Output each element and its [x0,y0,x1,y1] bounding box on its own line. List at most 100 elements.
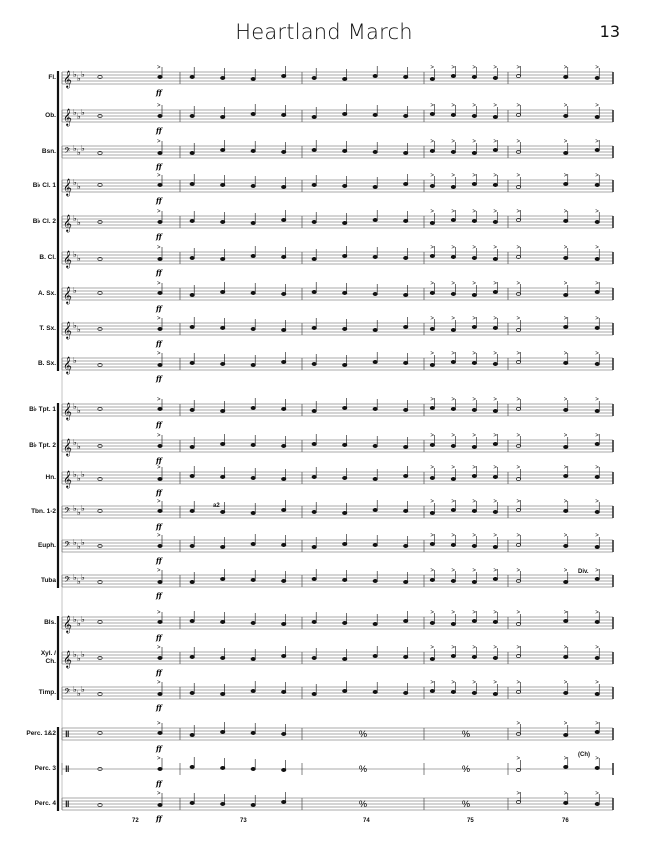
note-head [372,185,378,189]
flat-icon: ♭ [73,214,77,223]
accent-mark: > [493,465,497,471]
accent-mark: > [157,316,161,322]
note-head [281,150,287,154]
note-head [189,182,195,186]
accent-mark: > [430,281,434,287]
note-head [342,77,348,81]
note-head [403,182,409,186]
accent-mark: > [595,791,599,797]
accent-mark: > [472,281,476,287]
note-head [563,445,569,449]
note-head [594,766,600,770]
flat-icon: ♭ [73,70,77,79]
note-head [97,580,103,584]
note-head [311,545,317,549]
note-head [281,255,287,259]
flat-icon: ♭ [73,286,77,295]
accent-mark: > [451,397,455,403]
note-head [220,115,226,119]
accent-mark: > [472,465,476,471]
note-head [563,619,569,623]
note-head [429,363,435,367]
note-head [157,183,163,187]
accent-mark: > [595,680,599,686]
note-head [403,655,409,659]
measure-repeat-icon: % [462,764,470,774]
note-head [492,409,498,413]
note-head [471,655,477,659]
note-head [281,218,287,222]
note-head [250,327,256,331]
note-head [594,148,600,152]
note-head [97,291,103,295]
instrument-label: B♭ Tpt. 1 [29,406,56,413]
dynamic-ff: ff [155,126,163,135]
flat-icon: ♭ [73,108,77,117]
note-head [281,800,287,804]
flat-icon: ♭ [73,538,77,547]
note-head [594,692,600,696]
note-head [372,255,378,259]
flat-icon: ♭ [81,650,85,659]
accent-mark: > [595,568,599,574]
note-head [189,361,195,365]
note-head [97,114,103,118]
note-head [220,220,226,224]
note-head [250,542,256,546]
note-head [157,803,163,807]
accent-mark: > [493,499,497,505]
note-head [429,77,435,81]
instrument-label: Ob. [45,112,56,119]
treble-clef-icon: 𝄞 [63,439,72,456]
accent-mark: > [430,533,434,539]
accent-mark: > [157,103,161,109]
dynamic-ff: ff [155,591,163,600]
note-head [471,691,477,695]
flat-icon: ♭ [81,108,85,117]
bass-clef-icon: 𝄢 [64,541,71,552]
note-head [97,544,103,548]
note-head [250,511,256,515]
note-head [563,691,569,695]
accent-mark: > [157,465,161,471]
accent-mark: > [451,645,455,651]
dynamic-ff: ff [155,88,163,97]
note-head [189,619,195,623]
dynamic-ff: ff [155,232,163,241]
instrument-label: Perc. 1&2 [26,730,56,737]
note-head [342,363,348,367]
note-head [492,620,498,624]
note-head [594,802,600,806]
note-head [157,444,163,448]
note-head [220,183,226,187]
note-head [372,543,378,547]
note-head [342,291,348,295]
flat-icon: ♭ [81,538,85,547]
note-head [403,325,409,329]
accent-mark: > [451,351,455,357]
note-head [429,221,435,225]
dynamic-ff: ff [155,304,163,313]
note-head [563,580,569,584]
dynamic-ff: ff [155,556,163,565]
note-head [429,406,435,410]
instrument-label: Perc. 4 [34,800,56,807]
note-head [471,182,477,186]
accent-mark: > [595,610,599,616]
accent-mark: > [430,499,434,505]
note-head [429,254,435,258]
accent-mark: > [595,433,599,439]
flat-icon: ♭ [77,474,81,483]
note-head [492,183,498,187]
note-head [157,114,163,118]
measure-number: 73 [240,818,247,824]
note-head [281,74,287,78]
accent-mark: > [157,568,161,574]
note-head [403,293,409,297]
note-head [563,509,569,513]
instrument-label: B♭ Cl. 1 [32,182,56,189]
note-head [450,543,456,547]
note-head [97,477,103,481]
accent-mark: > [595,645,599,651]
accent-mark: > [517,680,521,686]
